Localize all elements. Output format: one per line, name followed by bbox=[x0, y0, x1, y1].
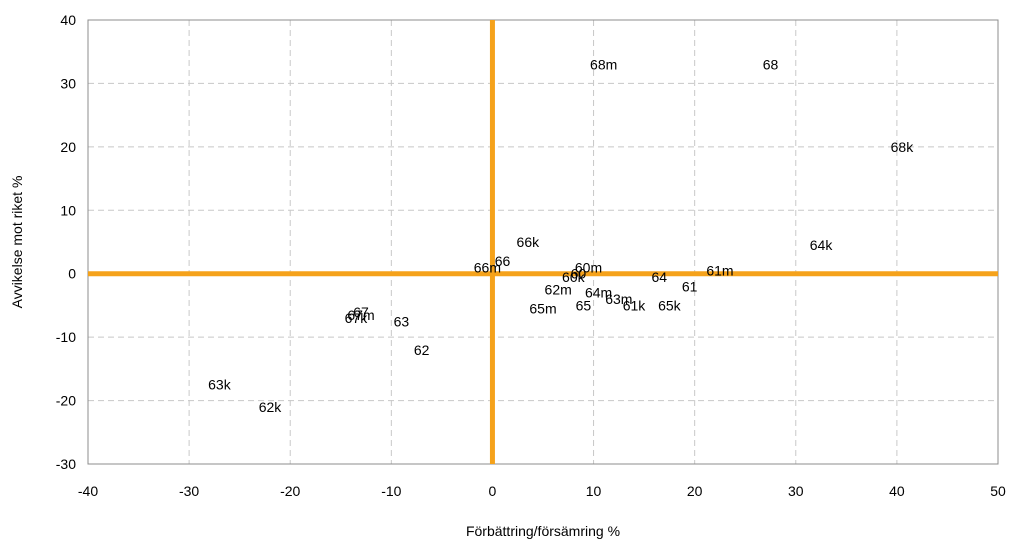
data-point-label: 65m bbox=[529, 301, 556, 317]
data-point-label: 68m bbox=[590, 56, 617, 72]
x-axis-title: Förbättring/försämring % bbox=[466, 523, 620, 539]
data-point-label: 67k bbox=[345, 310, 369, 326]
data-point-label: 62k bbox=[259, 399, 283, 415]
y-tick-label: 40 bbox=[60, 12, 76, 28]
reference-lines bbox=[88, 20, 998, 464]
data-point-label: 63 bbox=[394, 313, 410, 329]
y-axis-title: Avvikelse mot riket % bbox=[9, 176, 25, 309]
x-tick-label: 0 bbox=[489, 483, 497, 499]
y-axis-ticks: -30 -20 -10 0 10 20 30 40 bbox=[56, 12, 76, 472]
data-point-label: 60m bbox=[575, 259, 602, 275]
data-point-label: 68k bbox=[891, 139, 915, 155]
y-tick-label: 10 bbox=[60, 202, 76, 218]
data-point-label: 63k bbox=[208, 377, 232, 393]
y-tick-label: -30 bbox=[56, 456, 76, 472]
x-tick-label: 30 bbox=[788, 483, 804, 499]
data-point-label: 66m bbox=[474, 259, 501, 275]
x-tick-label: -40 bbox=[78, 483, 98, 499]
data-point-label: 62m bbox=[545, 282, 572, 298]
data-point-label: 66k bbox=[517, 234, 541, 250]
data-point-label: 60k bbox=[562, 269, 586, 285]
data-point-label: 61m bbox=[706, 263, 733, 279]
y-tick-label: 0 bbox=[68, 266, 76, 282]
x-tick-label: 10 bbox=[586, 483, 602, 499]
data-point-label: 65 bbox=[576, 297, 592, 313]
data-point-label: 64k bbox=[810, 237, 834, 253]
x-axis-ticks: -40 -30 -20 -10 0 10 20 30 40 50 bbox=[78, 483, 1006, 499]
x-tick-label: -30 bbox=[179, 483, 199, 499]
x-tick-label: 20 bbox=[687, 483, 703, 499]
x-tick-label: -20 bbox=[280, 483, 300, 499]
data-point-label: 67 bbox=[353, 304, 369, 320]
grid-lines bbox=[88, 20, 998, 464]
x-tick-label: 40 bbox=[889, 483, 905, 499]
data-point-label: 67m bbox=[347, 307, 374, 323]
data-point-label: 60 bbox=[571, 266, 587, 282]
data-point-label: 65k bbox=[658, 297, 682, 313]
y-tick-label: 30 bbox=[60, 75, 76, 91]
y-tick-label: -20 bbox=[56, 393, 76, 409]
data-point-label: 64m bbox=[585, 285, 612, 301]
plot-area-border bbox=[87, 19, 999, 465]
x-tick-label: -10 bbox=[381, 483, 401, 499]
y-tick-label: 20 bbox=[60, 139, 76, 155]
data-point-label: 61k bbox=[623, 297, 647, 313]
data-point-label: 64 bbox=[651, 269, 667, 285]
data-point-label: 63m bbox=[605, 291, 632, 307]
data-point-label: 68 bbox=[763, 56, 779, 72]
y-tick-label: -10 bbox=[56, 329, 76, 345]
data-point-label: 62 bbox=[414, 342, 430, 358]
data-point-label: 66 bbox=[495, 253, 511, 269]
data-point-label: 61 bbox=[682, 278, 698, 294]
x-tick-label: 50 bbox=[990, 483, 1006, 499]
